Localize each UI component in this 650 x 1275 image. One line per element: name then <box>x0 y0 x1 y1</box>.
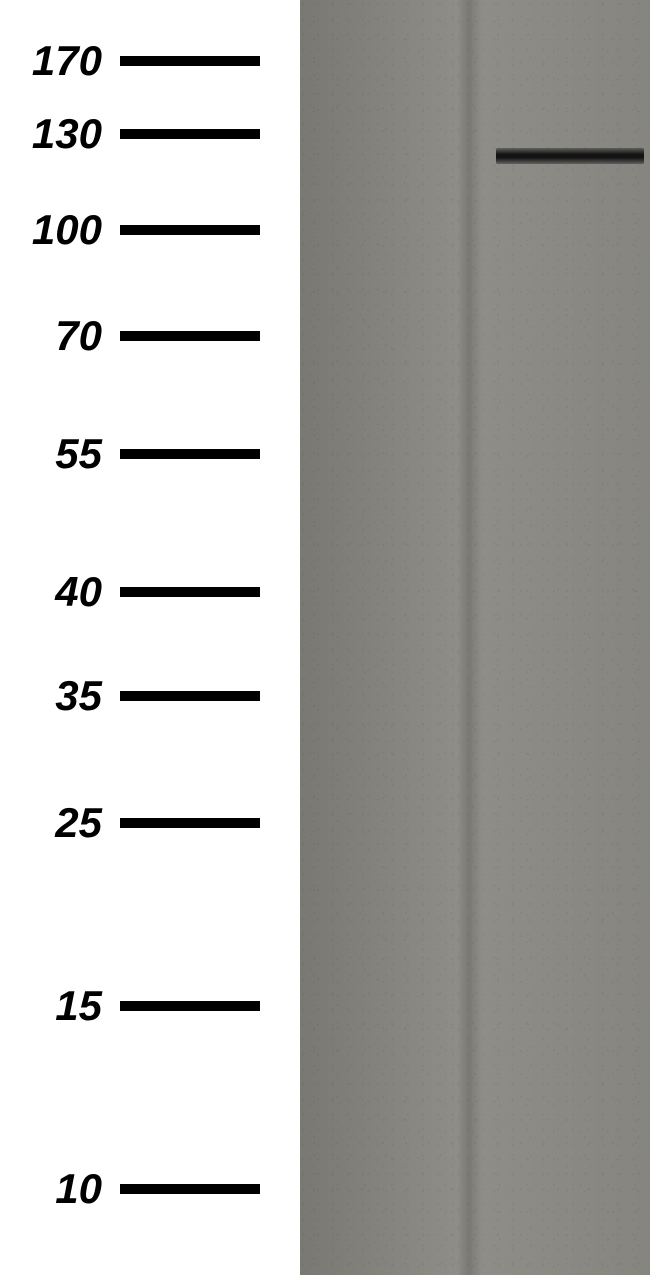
ladder-tick <box>120 691 260 701</box>
ladder-marker-label: 15 <box>0 982 120 1030</box>
molecular-weight-ladder: 170 130 100 70 55 40 35 25 15 10 <box>0 0 300 1275</box>
ladder-tick <box>120 56 260 66</box>
ladder-marker-label: 170 <box>0 37 120 85</box>
ladder-marker: 25 <box>0 799 300 847</box>
ladder-tick <box>120 818 260 828</box>
ladder-marker: 70 <box>0 312 300 360</box>
ladder-tick <box>120 225 260 235</box>
ladder-marker-label: 25 <box>0 799 120 847</box>
ladder-tick <box>120 1001 260 1011</box>
ladder-marker-label: 10 <box>0 1165 120 1213</box>
ladder-tick <box>120 449 260 459</box>
ladder-tick <box>120 331 260 341</box>
ladder-marker: 10 <box>0 1165 300 1213</box>
ladder-marker: 55 <box>0 430 300 478</box>
lane-2 <box>470 0 650 1275</box>
ladder-marker: 35 <box>0 672 300 720</box>
ladder-marker: 130 <box>0 110 300 158</box>
ladder-marker-label: 55 <box>0 430 120 478</box>
ladder-marker-label: 35 <box>0 672 120 720</box>
ladder-marker-label: 100 <box>0 206 120 254</box>
blot-membrane <box>300 0 650 1275</box>
ladder-marker: 15 <box>0 982 300 1030</box>
ladder-marker-label: 70 <box>0 312 120 360</box>
lane-1 <box>300 0 470 1275</box>
ladder-tick <box>120 129 260 139</box>
ladder-marker-label: 40 <box>0 568 120 616</box>
western-blot-figure: 170 130 100 70 55 40 35 25 15 10 <box>0 0 650 1275</box>
ladder-marker: 40 <box>0 568 300 616</box>
ladder-marker: 100 <box>0 206 300 254</box>
ladder-marker: 170 <box>0 37 300 85</box>
ladder-tick <box>120 1184 260 1194</box>
protein-band <box>496 148 644 164</box>
ladder-tick <box>120 587 260 597</box>
ladder-marker-label: 130 <box>0 110 120 158</box>
